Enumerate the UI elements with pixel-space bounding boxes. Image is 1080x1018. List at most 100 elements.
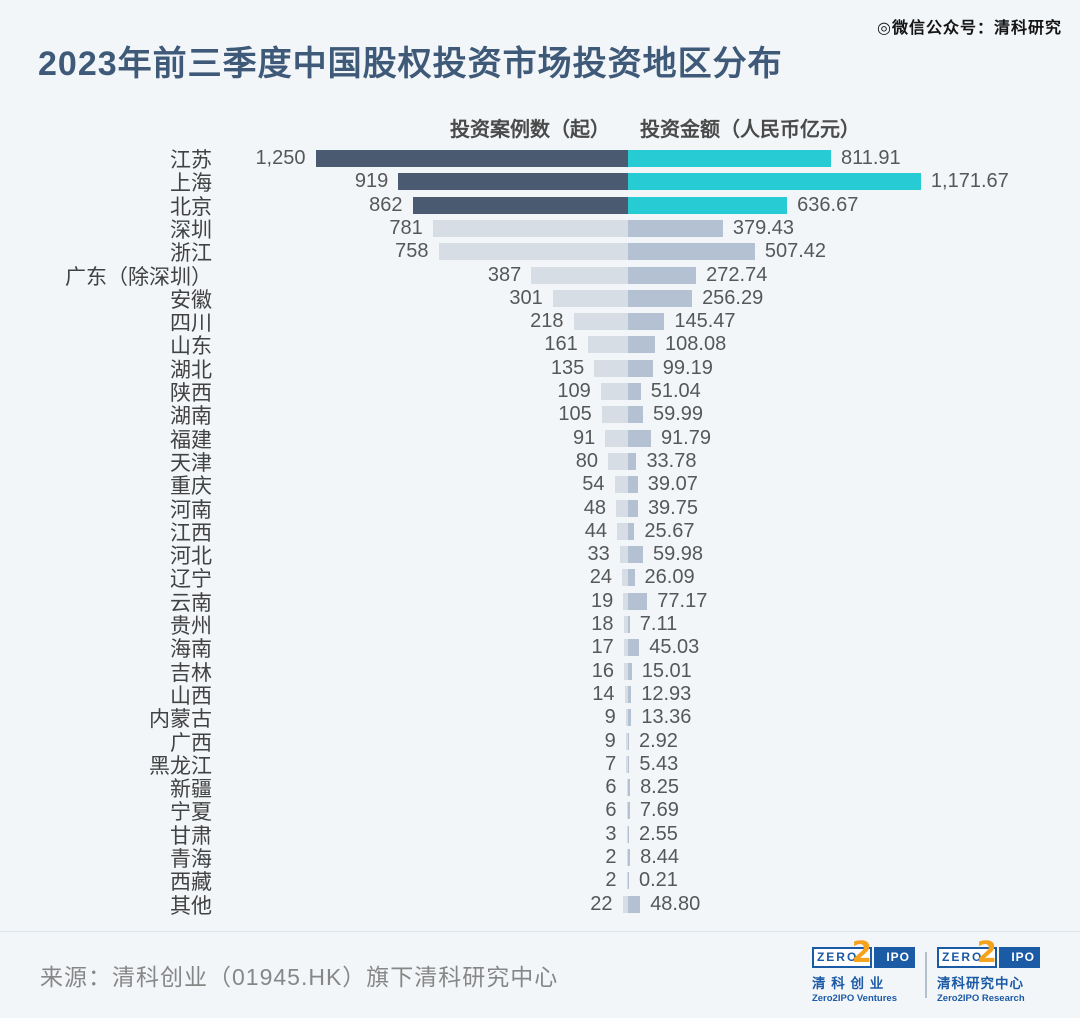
- category-label: 新疆: [170, 778, 212, 802]
- amount-bar: [628, 219, 723, 237]
- chart-row: 福建 91 91.79: [0, 426, 1080, 452]
- cases-bar: [626, 825, 628, 843]
- cases-value: 22: [590, 892, 613, 915]
- category-label: 北京: [170, 195, 212, 219]
- category-label: 海南: [170, 638, 212, 662]
- amount-bar: [628, 406, 643, 424]
- chart-row: 河北 33 59.98: [0, 543, 1080, 568]
- chart-row: 深圳 781 379.43: [0, 216, 1080, 242]
- amount-value: 507.42: [764, 240, 827, 263]
- cases-value: 6: [605, 776, 617, 799]
- zero2ipo-ventures-logo: ZERO IPO 2 清 科 创 业 Zero2IPO Ventures: [811, 937, 915, 1004]
- amount-value: 13.36: [641, 706, 692, 729]
- category-label: 青海: [170, 848, 212, 871]
- cases-value: 54: [582, 473, 605, 496]
- cases-value: 387: [487, 263, 522, 286]
- chart-row: 广西 9 2.92: [0, 729, 1080, 755]
- amount-bar: [628, 452, 637, 470]
- logo-two-glyph: 2: [976, 934, 997, 969]
- amount-value: 145.47: [674, 310, 736, 333]
- left-axis-header: 投资案例数（起）: [450, 119, 610, 141]
- tornado-chart: 江苏 1,250 811.91 上海 919 1,171.67 北京 862 636.67 深圳 7…: [0, 147, 1080, 919]
- chart-row: 辽宁 24 26.09: [0, 566, 1080, 591]
- cases-bar: [626, 872, 628, 890]
- amount-bar: [628, 383, 641, 400]
- cases-value: 18: [591, 613, 614, 635]
- chart-row: 甘肃 3 2.55: [0, 822, 1080, 848]
- cases-bar: [626, 849, 628, 866]
- cases-bar: [438, 243, 628, 261]
- logo-ipo-text: IPO: [999, 946, 1040, 968]
- amount-value: 379.43: [732, 216, 795, 239]
- chart-row: 山东 161 108.08: [0, 333, 1080, 358]
- category-label: 重庆: [170, 475, 212, 499]
- cases-value: 14: [592, 682, 615, 705]
- amount-bar: [628, 266, 697, 284]
- category-label: 四川: [170, 312, 212, 336]
- logo-en-name: Zero2IPO Ventures: [811, 992, 897, 1004]
- chart-row: 河南 48 39.75: [0, 496, 1080, 522]
- amount-value: 7.11: [639, 613, 678, 635]
- amount-value: 1,171.67: [930, 170, 1009, 193]
- cases-bar: [531, 266, 628, 284]
- chart-row: 内蒙古 9 13.36: [0, 706, 1080, 731]
- amount-bar: [628, 802, 630, 820]
- amount-bar: [628, 476, 638, 494]
- amount-value: 91.79: [660, 426, 711, 449]
- amount-value: 0.21: [639, 869, 678, 892]
- amount-bar: [628, 429, 651, 447]
- chart-row: 其他 22 48.80: [0, 892, 1080, 918]
- amount-bar: [628, 849, 631, 866]
- amount-bar: [628, 872, 629, 890]
- cases-value: 33: [587, 543, 610, 566]
- category-label: 福建: [170, 428, 212, 452]
- category-label: 广西: [170, 731, 212, 755]
- category-label: 吉林: [170, 661, 212, 685]
- cases-bar: [622, 895, 628, 913]
- brand-logos: ZERO IPO 2 清 科 创 业 Zero2IPO Ventures ZER…: [811, 937, 1040, 1004]
- cases-value: 19: [591, 589, 614, 612]
- footer-divider: [0, 931, 1080, 932]
- chart-row: 新疆 6 8.25: [0, 776, 1080, 802]
- cases-value: 2: [605, 846, 617, 868]
- category-label: 江苏: [170, 149, 212, 172]
- cases-value: 301: [509, 286, 543, 309]
- category-label: 西藏: [170, 871, 212, 895]
- amount-bar: [628, 359, 653, 377]
- cases-value: 781: [389, 216, 423, 239]
- amount-value: 15.01: [641, 659, 692, 682]
- amount-value: 2.55: [639, 822, 678, 845]
- category-label: 浙江: [170, 242, 212, 266]
- cases-bar: [623, 616, 628, 633]
- cases-bar: [616, 499, 628, 517]
- amount-value: 48.80: [650, 892, 701, 915]
- category-label: 广东（除深圳）: [65, 265, 212, 289]
- cases-bar: [624, 685, 628, 703]
- cases-value: 758: [395, 240, 429, 263]
- amount-value: 39.75: [647, 496, 698, 519]
- amount-value: 8.25: [640, 776, 679, 799]
- amount-value: 2.92: [639, 729, 678, 752]
- amount-bar: [628, 779, 631, 797]
- category-label: 江西: [170, 521, 212, 545]
- cases-value: 161: [544, 333, 578, 356]
- cases-value: 7: [605, 752, 617, 775]
- chart-row: 西藏 2 0.21: [0, 869, 1080, 895]
- cases-value: 16: [591, 659, 614, 682]
- cases-value: 862: [369, 193, 403, 216]
- logo-separator: [924, 952, 927, 998]
- amount-value: 77.17: [657, 589, 708, 612]
- cases-bar: [315, 150, 628, 167]
- cases-bar: [412, 196, 628, 214]
- amount-value: 59.99: [652, 403, 704, 426]
- cases-bar: [601, 406, 628, 424]
- zero2ipo-badge: ZERO IPO 2: [811, 937, 915, 968]
- chart-row: 吉林 16 15.01: [0, 659, 1080, 685]
- chart-row: 陕西 109 51.04: [0, 380, 1080, 405]
- amount-bar: [628, 336, 656, 354]
- cases-bar: [608, 452, 628, 470]
- amount-value: 8.44: [640, 846, 680, 868]
- amount-value: 51.04: [650, 380, 701, 402]
- zero2ipo-badge: ZERO IPO 2: [936, 937, 1040, 968]
